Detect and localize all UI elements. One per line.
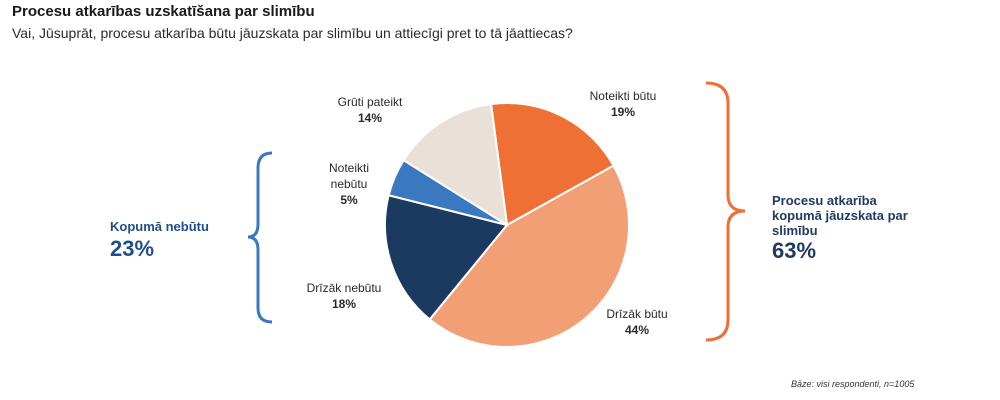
chart-title: Procesu atkarības uzskatīšana par slimīb… (12, 3, 315, 20)
slice-label: Noteikti būtu (590, 89, 657, 103)
chart-subtitle: Vai, Jūsuprāt, procesu atkarība būtu jāu… (12, 25, 573, 41)
slice-value-label: 19% (611, 105, 635, 119)
slice-label: Drīzāk būtu (606, 307, 667, 321)
slice-label: Grūti pateikt (338, 95, 403, 109)
group-label-not: Kopumā nebūtu (110, 219, 209, 234)
left-bracket (247, 151, 273, 324)
right-bracket (705, 81, 746, 342)
pie-slice (402, 102, 509, 227)
slice-label: Noteikti (329, 161, 369, 175)
slice-value-label: 14% (358, 111, 382, 125)
pie-slice (489, 102, 615, 227)
slice-label: Drīzāk nebūtu (307, 281, 382, 295)
pie-slice (428, 164, 630, 348)
slice-value-label: 44% (625, 323, 649, 337)
slice-value-label: 5% (340, 193, 358, 207)
group-value-not: 23% (110, 236, 155, 261)
slice-label: nebūtu (331, 177, 368, 191)
slice-value-label: 18% (332, 297, 356, 311)
pie-slice (384, 194, 509, 321)
base-note: Bāze: visi respondenti, n=1005 (791, 379, 915, 389)
group-value-yes: 63% (772, 238, 817, 263)
group-label-yes: Procesu atkarība kopumā jāuzskata par sl… (772, 193, 908, 238)
